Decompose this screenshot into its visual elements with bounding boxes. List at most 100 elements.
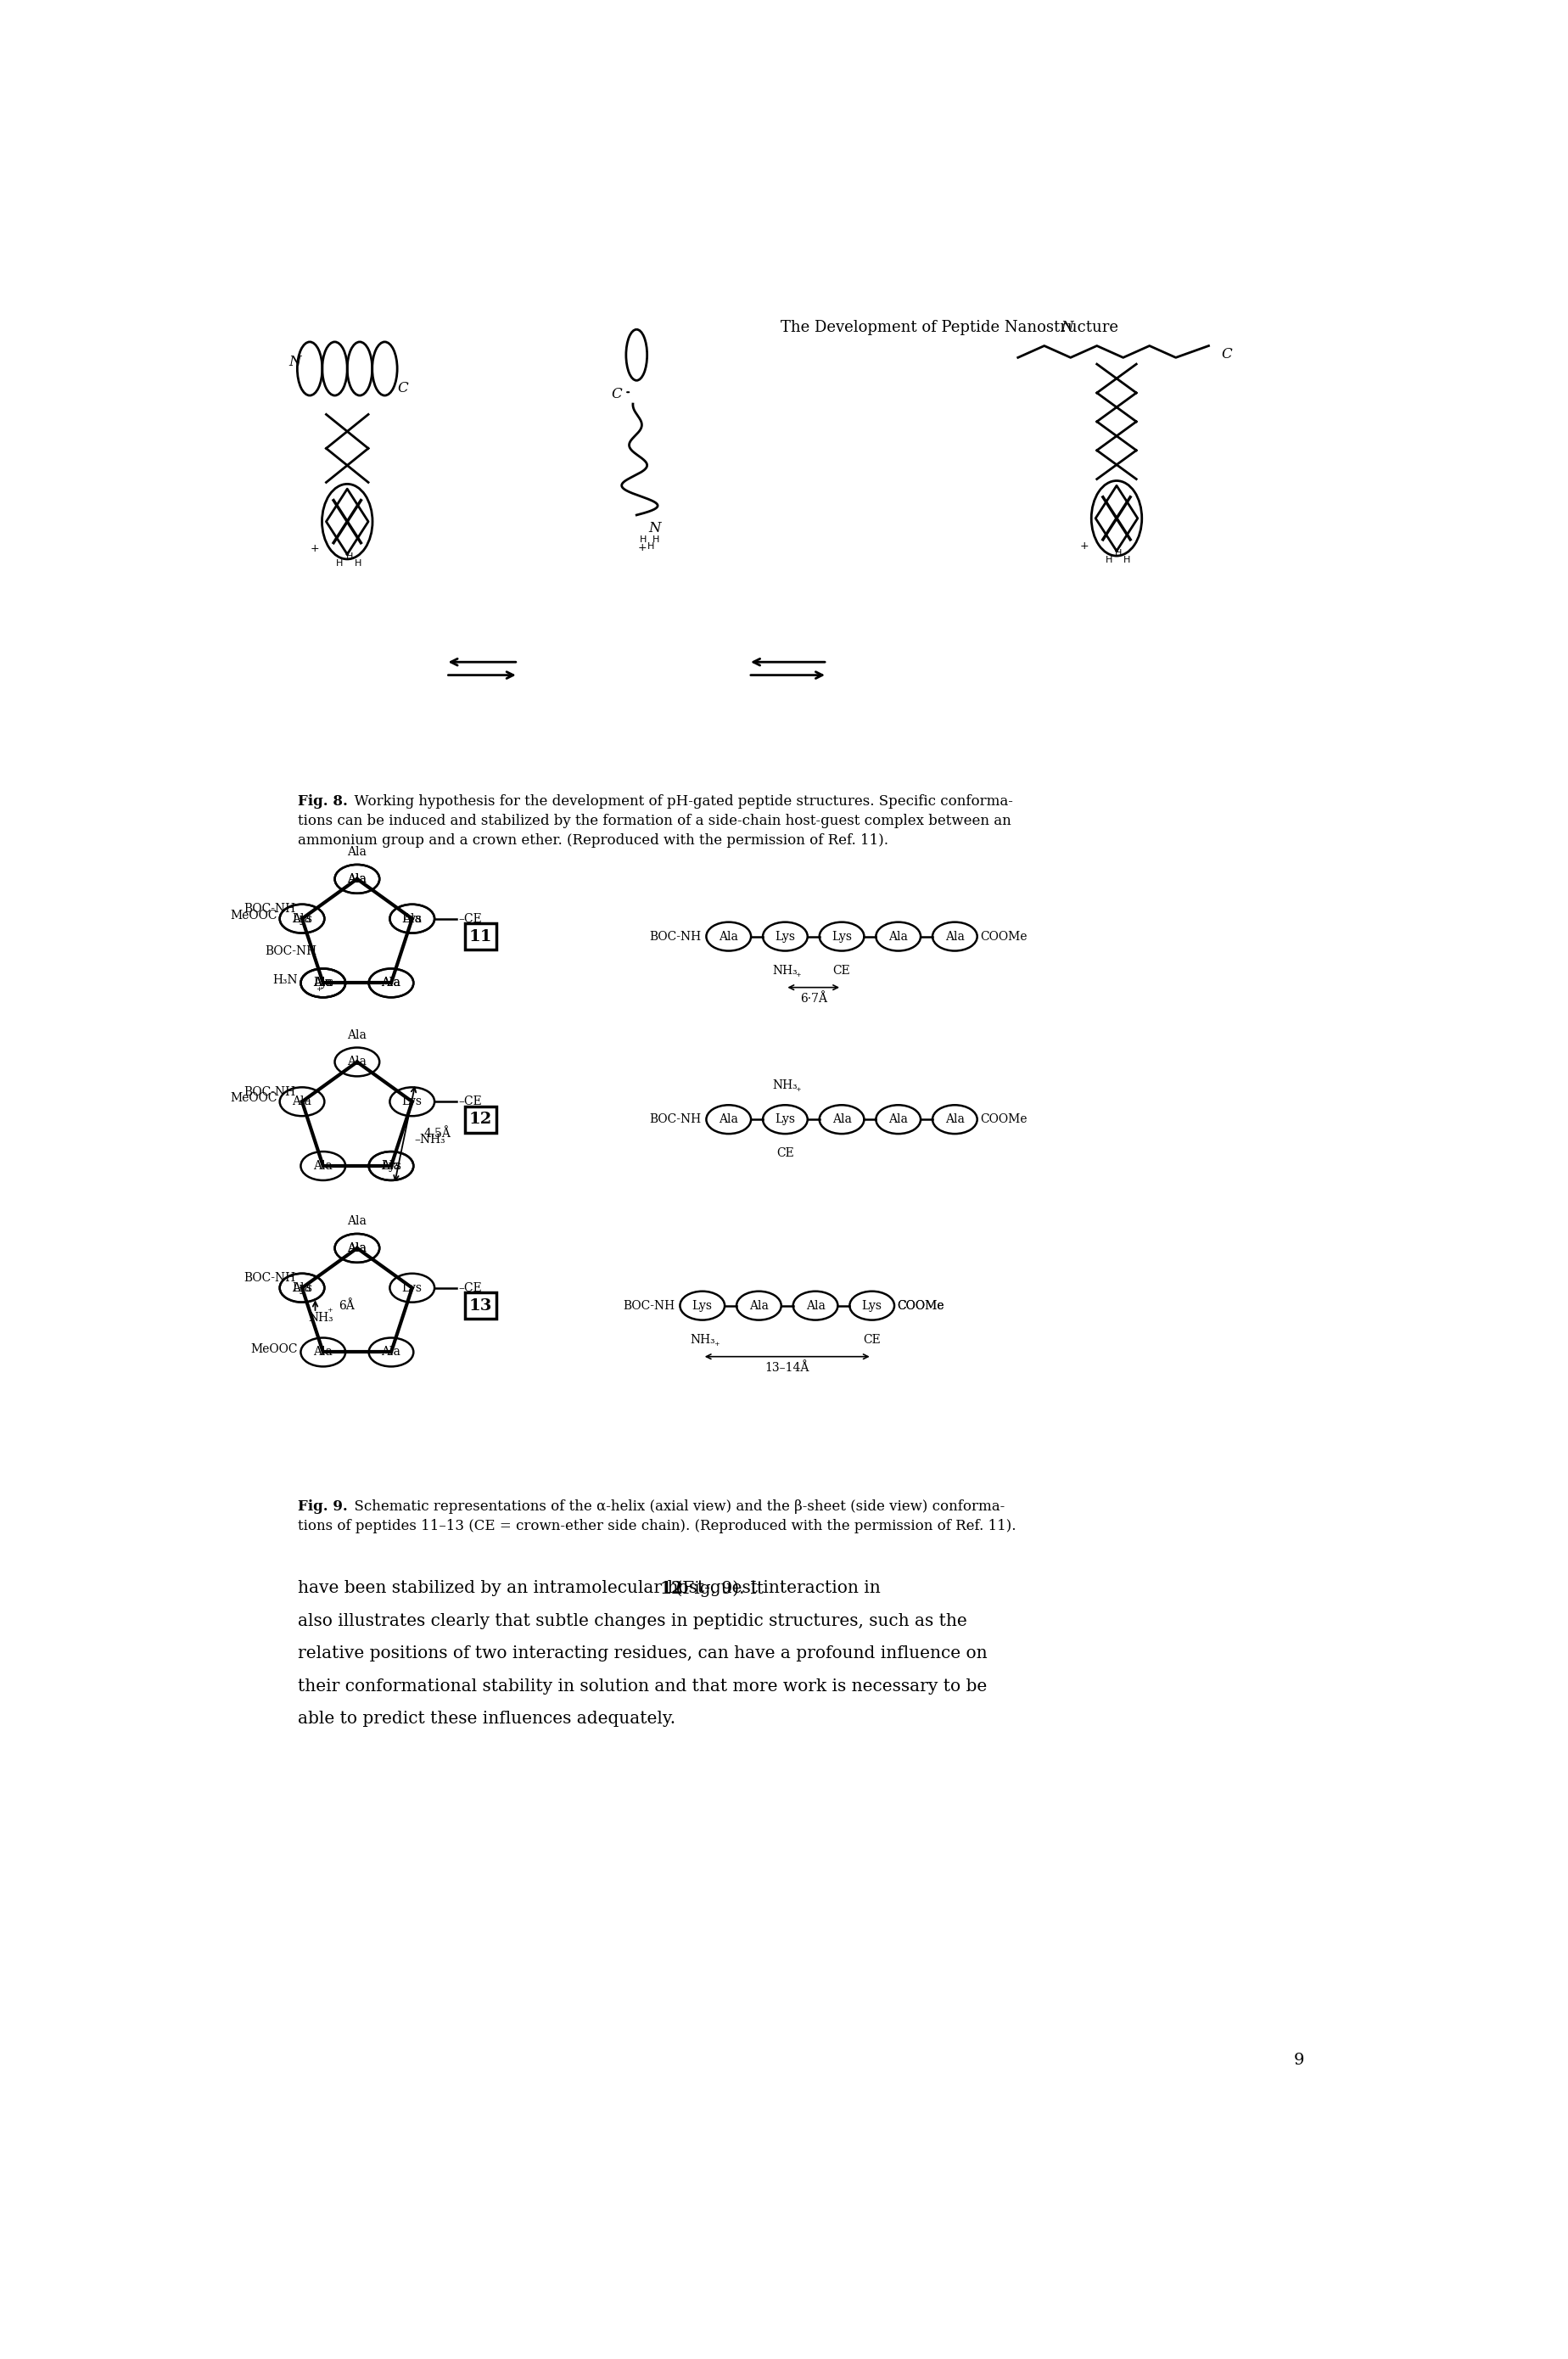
- Text: (Fig. 9). It: (Fig. 9). It: [671, 1581, 764, 1597]
- Text: COOMe: COOMe: [980, 1113, 1027, 1125]
- Text: H: H: [648, 543, 654, 550]
- Text: Ala: Ala: [720, 1113, 739, 1125]
- Text: Ala: Ala: [314, 1161, 332, 1172]
- Text: H: H: [345, 552, 353, 561]
- Text: Ala: Ala: [348, 847, 367, 859]
- Text: 6Å: 6Å: [339, 1300, 354, 1312]
- Text: N: N: [1062, 321, 1074, 335]
- Text: BOC-NH: BOC-NH: [622, 1300, 674, 1312]
- Text: tions can be induced and stabilized by the formation of a side-chain host-guest : tions can be induced and stabilized by t…: [298, 814, 1011, 828]
- Text: N: N: [649, 521, 662, 535]
- Text: C: C: [612, 387, 622, 401]
- Text: Ala: Ala: [889, 929, 908, 941]
- Text: Working hypothesis for the development of pH-gated peptide structures. Specific : Working hypothesis for the development o…: [345, 795, 1013, 809]
- Text: Ala: Ala: [889, 1113, 908, 1125]
- Text: MeOOC: MeOOC: [230, 1092, 278, 1104]
- Text: H: H: [354, 559, 361, 569]
- Text: Ala: Ala: [806, 1300, 825, 1312]
- Text: have been stabilized by an intramolecular host-guest interaction in: have been stabilized by an intramolecula…: [298, 1581, 886, 1597]
- Text: also illustrates clearly that subtle changes in peptidic structures, such as the: also illustrates clearly that subtle cha…: [298, 1614, 967, 1628]
- Text: 11: 11: [469, 929, 492, 944]
- Text: Fig. 8.: Fig. 8.: [298, 795, 348, 809]
- Text: Ala: Ala: [381, 1347, 401, 1359]
- Text: Lys: Lys: [292, 1281, 312, 1293]
- Text: Lys: Lys: [292, 913, 312, 925]
- Text: N: N: [289, 354, 301, 370]
- Text: Fig. 9.: Fig. 9.: [298, 1500, 348, 1514]
- Text: Lys: Lys: [775, 1113, 795, 1125]
- Text: H: H: [1105, 557, 1112, 564]
- Text: H: H: [1115, 550, 1123, 557]
- Text: Ala: Ala: [946, 929, 964, 941]
- Text: Ala: Ala: [348, 1029, 367, 1040]
- Text: BOC-NH: BOC-NH: [649, 1113, 701, 1125]
- Text: 4.5Å: 4.5Å: [423, 1128, 452, 1139]
- Text: Ala: Ala: [720, 929, 739, 941]
- Text: H: H: [336, 559, 343, 569]
- Text: Ala: Ala: [348, 1215, 367, 1227]
- Text: Ala: Ala: [348, 1243, 367, 1255]
- Text: MeOOC: MeOOC: [230, 911, 278, 922]
- Text: tions of peptides 11–13 (CE = crown-ether side chain). (Reproduced with the perm: tions of peptides 11–13 (CE = crown-ethe…: [298, 1519, 1016, 1533]
- Text: Ala: Ala: [314, 977, 332, 988]
- Text: Lys: Lys: [831, 929, 851, 941]
- Text: Ala: Ala: [381, 977, 401, 988]
- Text: Ala: Ala: [381, 1161, 401, 1172]
- Text: Ala: Ala: [833, 1113, 851, 1125]
- Text: NH₃: NH₃: [773, 965, 798, 977]
- Text: CE: CE: [776, 1146, 793, 1158]
- Text: Lys: Lys: [775, 929, 795, 941]
- Text: Lys: Lys: [401, 1095, 422, 1109]
- Text: ⁺: ⁺: [713, 1340, 720, 1352]
- Text: +: +: [310, 543, 320, 554]
- Text: Lys: Lys: [381, 1161, 401, 1172]
- Text: C: C: [398, 382, 409, 396]
- Text: able to predict these influences adequately.: able to predict these influences adequat…: [298, 1710, 676, 1727]
- Text: Lys: Lys: [401, 913, 422, 925]
- Text: 9: 9: [1294, 2052, 1305, 2069]
- Text: –CE: –CE: [458, 1095, 481, 1109]
- Text: Lys: Lys: [862, 1300, 883, 1312]
- Text: COOMe: COOMe: [897, 1300, 944, 1312]
- Text: Ala: Ala: [314, 977, 332, 988]
- Text: –CE: –CE: [458, 1281, 481, 1293]
- Text: Ala: Ala: [292, 1281, 312, 1293]
- Text: Lys: Lys: [401, 1281, 422, 1293]
- Text: BOC-NH: BOC-NH: [245, 903, 296, 915]
- Text: Schematic representations of the α-helix (axial view) and the β-sheet (side view: Schematic representations of the α-helix…: [345, 1500, 1005, 1514]
- Text: Ala: Ala: [403, 913, 422, 925]
- Text: COOMe: COOMe: [980, 929, 1027, 941]
- Text: NH₃: NH₃: [690, 1333, 715, 1345]
- Text: NH₃: NH₃: [773, 1080, 798, 1092]
- Text: The Development of Peptide Nanostructure: The Development of Peptide Nanostructure: [781, 321, 1118, 335]
- Text: H: H: [640, 535, 646, 545]
- Text: BOC-NH: BOC-NH: [649, 929, 701, 941]
- Text: Ala: Ala: [946, 1113, 964, 1125]
- Text: ⁺: ⁺: [795, 1087, 801, 1097]
- Text: Lys: Lys: [314, 977, 334, 988]
- Text: relative positions of two interacting residues, can have a profound influence on: relative positions of two interacting re…: [298, 1647, 988, 1661]
- Text: H: H: [1124, 557, 1131, 564]
- Text: ⁺: ⁺: [795, 972, 801, 981]
- Text: NH₃: NH₃: [309, 1312, 334, 1323]
- Text: Ala: Ala: [292, 1095, 312, 1109]
- Text: Ala: Ala: [348, 1243, 367, 1255]
- Text: Ala: Ala: [750, 1300, 768, 1312]
- Text: –CE: –CE: [458, 913, 481, 925]
- Text: BOC-NH: BOC-NH: [245, 1085, 296, 1097]
- Text: CE: CE: [833, 965, 850, 977]
- Text: +: +: [1080, 540, 1090, 552]
- Text: Ala: Ala: [292, 913, 312, 925]
- Text: Ala: Ala: [348, 873, 367, 885]
- Text: 12: 12: [469, 1111, 492, 1128]
- Text: 6·7Å: 6·7Å: [800, 993, 826, 1005]
- Text: Ala: Ala: [314, 1347, 332, 1359]
- Text: MeOOC: MeOOC: [251, 1342, 298, 1354]
- Text: Ala: Ala: [381, 977, 401, 988]
- Text: –NH₃: –NH₃: [414, 1135, 445, 1146]
- Text: BOC-NH: BOC-NH: [245, 1272, 296, 1283]
- Text: ⁺: ⁺: [317, 986, 321, 998]
- Text: 13: 13: [469, 1297, 492, 1314]
- Text: Lys: Lys: [691, 1300, 712, 1312]
- Text: C: C: [1221, 347, 1232, 361]
